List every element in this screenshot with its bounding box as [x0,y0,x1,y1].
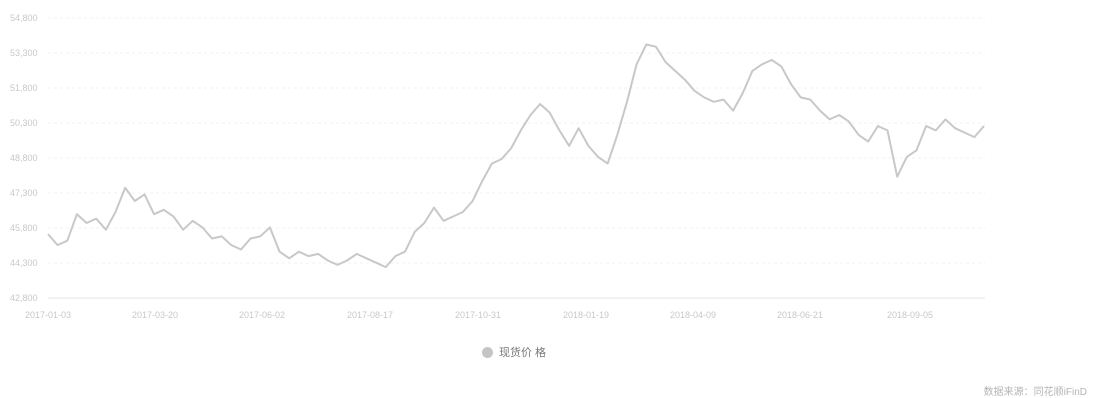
y-tick-label: 44,300 [10,258,38,268]
x-tick-label: 2018-01-19 [563,310,609,320]
y-tick-label: 48,800 [10,153,38,163]
y-axis-ticks: 42,800 44,300 45,800 47,300 48,800 50,300 51,8… [10,13,38,303]
legend-label: 现货价 格 [499,347,547,359]
x-tick-label: 2017-03-20 [132,310,178,320]
y-tick-label: 53,300 [10,48,38,58]
x-tick-label: 2018-09-05 [887,310,933,320]
data-source-note: 数据来源：同花顺iFinD [983,387,1087,398]
y-tick-label: 45,800 [10,223,38,233]
chart-series [47,43,985,269]
x-tick-label: 2017-06-02 [239,310,285,320]
y-tick-label: 54,800 [10,13,38,23]
x-tick-label: 2017-10-31 [455,310,501,320]
y-tick-label: 51,800 [10,83,38,93]
x-axis-ticks: 2017-01-03 2017-03-20 2017-06-02 2017-08-17… [25,310,933,320]
series-line [47,43,985,269]
legend-marker [482,346,493,358]
x-tick-label: 2018-06-21 [777,310,823,320]
x-tick-label: 2017-08-17 [347,310,393,320]
y-tick-label: 47,300 [10,188,38,198]
x-tick-label: 2018-04-09 [670,310,716,320]
x-tick-label: 2017-01-03 [25,310,71,320]
chart-legend[interactable]: 现货价 格 [482,344,546,360]
chart-grid [48,17,985,264]
y-tick-label: 42,800 [10,293,38,303]
y-tick-label: 50,300 [10,118,38,128]
